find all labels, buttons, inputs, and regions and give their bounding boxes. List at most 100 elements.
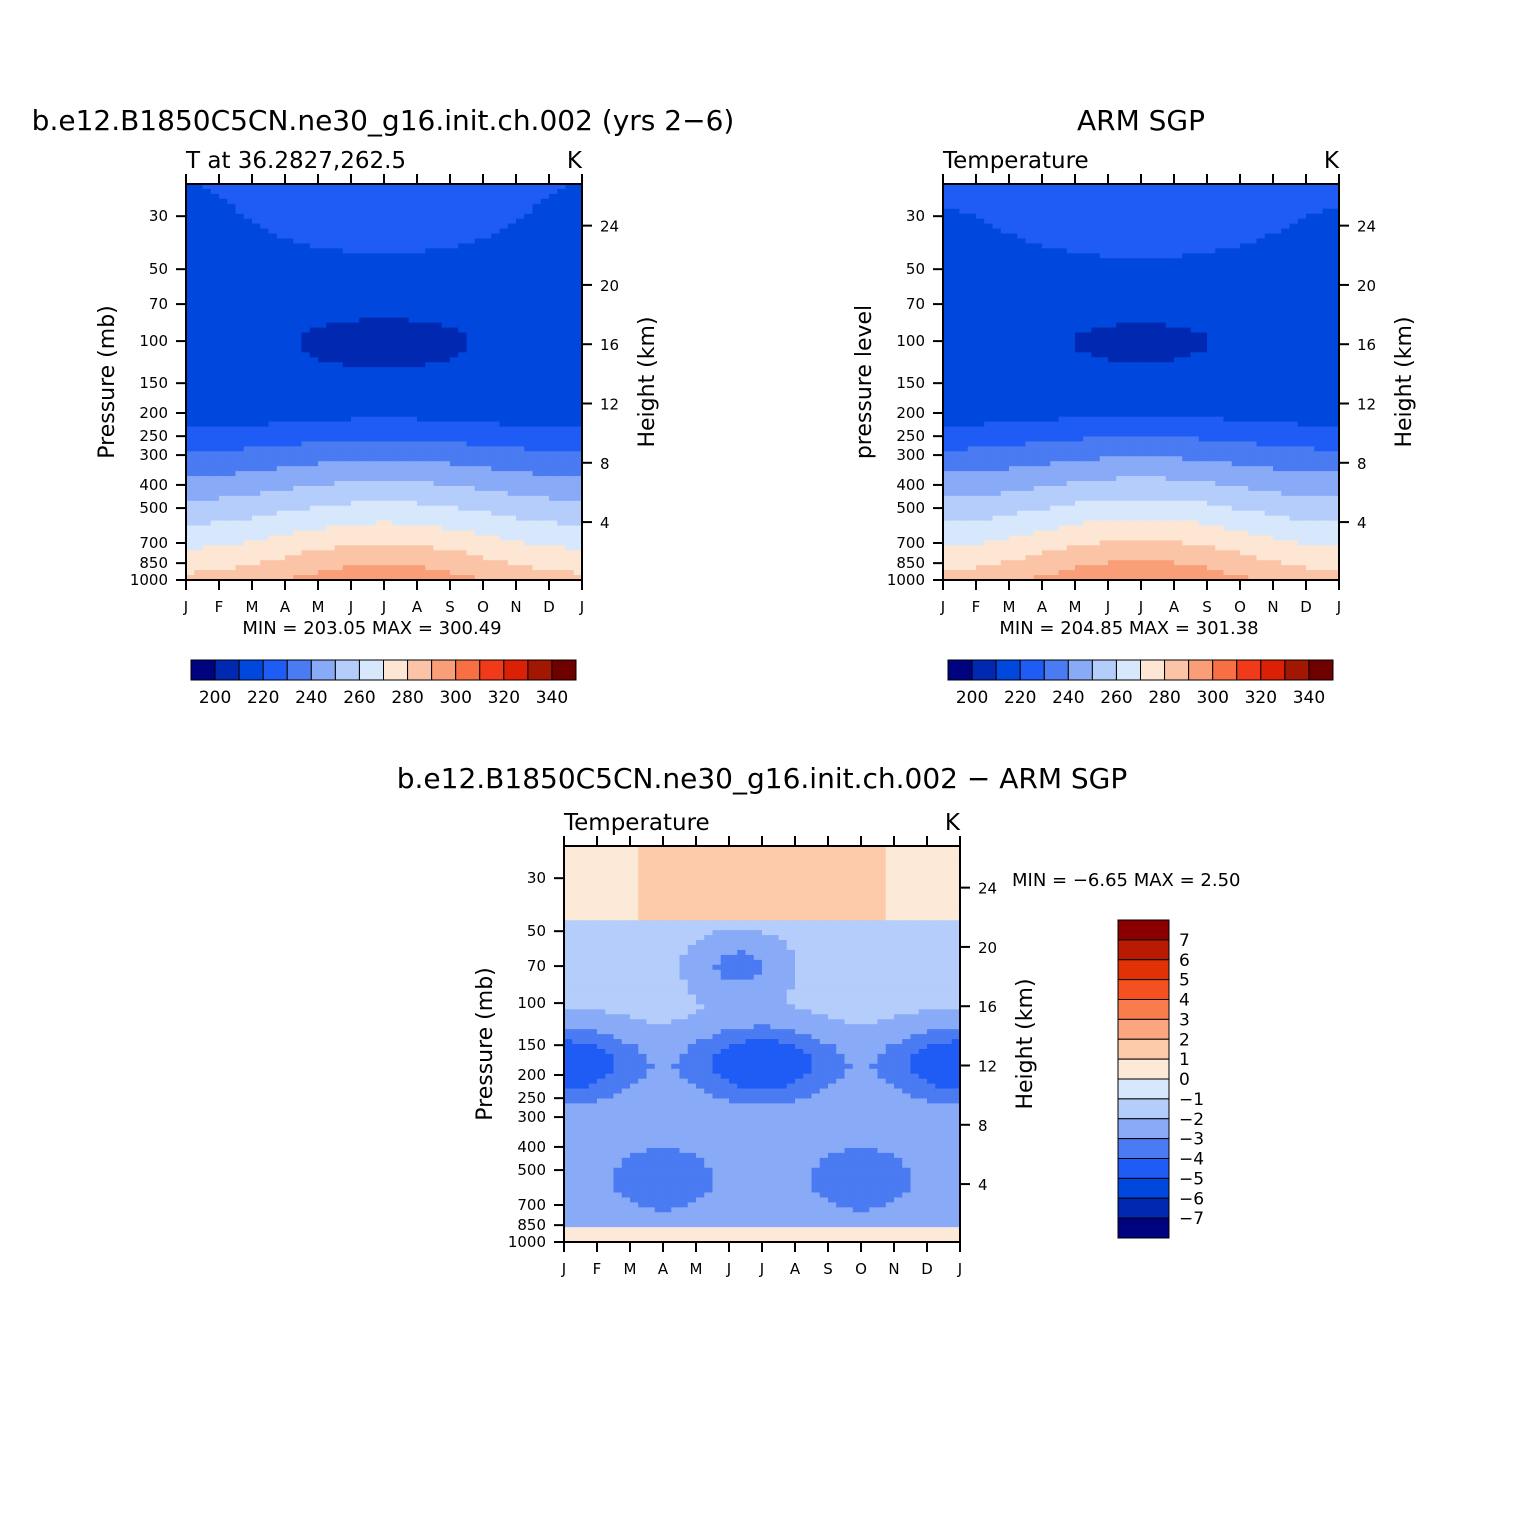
field-cell [549,565,558,571]
field-cell [943,515,952,522]
field-cell [326,436,336,442]
field-cell [499,258,509,264]
field-cell [992,283,1002,289]
field-cell [227,451,237,457]
field-cell [540,302,550,309]
field-cell [524,283,534,289]
field-cell [309,510,319,517]
field-cell [400,530,410,537]
field-cell [507,322,517,329]
field-cell [466,297,476,304]
field-cell [483,253,492,259]
field-cell [1025,411,1035,418]
field-cell [400,436,410,442]
field-cell [1025,570,1035,576]
field-cell [1017,322,1027,329]
field-cell [499,426,509,433]
field-cell [326,273,336,279]
field-cell [301,357,311,363]
field-cell [458,352,468,358]
field-cell [425,545,435,551]
field-cell [565,287,575,294]
field-cell [474,525,484,532]
field-cell [573,253,583,259]
field-cell [507,208,517,215]
field-cell [210,233,220,240]
field-cell [375,575,385,581]
field-cell [483,287,492,294]
field-cell [1025,431,1035,438]
field-cell [976,342,985,348]
field-cell [450,208,459,215]
field-cell [507,332,517,339]
field-cell [549,322,558,329]
field-cell [951,530,961,537]
field-cell [524,466,534,472]
field-cell [342,208,352,215]
field-cell [243,500,253,507]
field-cell [557,485,567,492]
field-cell [235,386,245,393]
field-cell [417,312,426,319]
field-cell [532,208,542,215]
field-cell [499,287,509,294]
field-cell [1042,193,1051,200]
field-cell [408,307,418,314]
field-cell [293,287,303,294]
field-cell [309,347,319,353]
field-cell [1017,565,1027,571]
field-cell [375,322,385,329]
field-cell [441,530,451,537]
field-cell [400,327,410,334]
field-cell [483,198,492,205]
field-cell [334,218,344,225]
field-cell [540,312,550,319]
field-cell [458,431,468,438]
field-cell [252,243,261,249]
field-cell [976,575,985,581]
field-cell [573,317,583,324]
field-cell [1009,322,1018,329]
field-cell [507,253,517,259]
field-cell [499,451,509,457]
field-cell [951,362,961,368]
field-cell [1033,208,1043,215]
field-cell [318,283,327,289]
field-cell [450,431,459,438]
field-cell [194,451,204,457]
field-cell [425,535,435,541]
field-cell [1042,337,1051,343]
field-cell [243,560,253,566]
field-cell [466,213,476,220]
field-cell [408,495,418,502]
field-cell [318,352,327,358]
field-cell [1042,302,1051,309]
field-cell [967,218,977,225]
field-cell [992,287,1002,294]
field-cell [483,505,492,512]
field-cell [326,184,336,190]
field-cell [507,273,517,279]
field-cell [573,238,583,244]
colorbar-box [214,659,240,681]
field-cell [565,357,575,363]
field-cell [227,278,237,284]
field-cell [252,213,261,220]
field-cell [557,198,567,205]
field-cell [943,352,952,358]
field-cell [276,307,286,314]
field-cell [951,287,961,294]
field-cell [235,337,245,343]
field-cell [458,466,468,472]
field-cell [458,258,468,264]
field-cell [268,575,278,581]
field-cell [194,550,204,556]
field-cell [285,481,294,487]
field-cell [425,193,435,200]
field-cell [425,476,435,482]
field-cell [1033,391,1043,398]
field-cell [194,570,204,576]
field-cell [976,337,985,343]
colorbar-box [503,659,529,681]
field-cell [367,382,377,388]
